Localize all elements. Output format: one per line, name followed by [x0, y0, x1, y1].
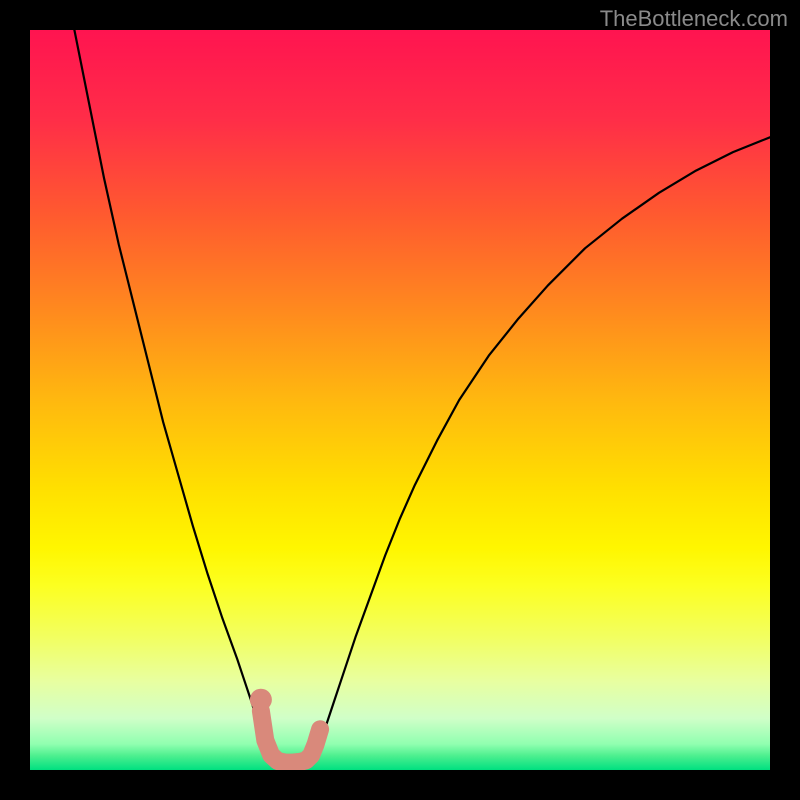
chart-svg — [30, 30, 770, 770]
watermark-text: TheBottleneck.com — [600, 6, 788, 32]
plot-area — [30, 30, 770, 770]
